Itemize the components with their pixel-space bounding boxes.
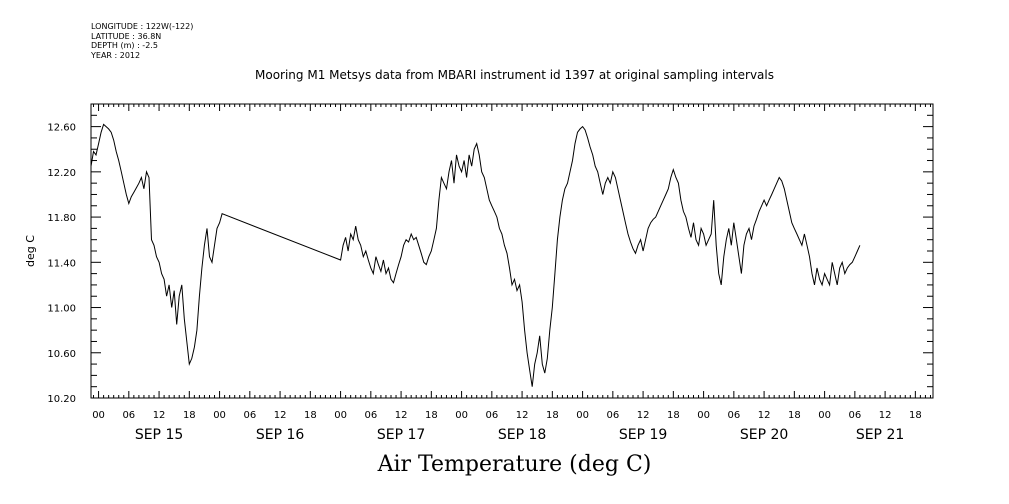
x-tick-label: 00 (818, 410, 831, 421)
x-day-label: SEP 18 (498, 427, 546, 443)
x-tick-label: 18 (788, 410, 801, 421)
x-tick-label: 12 (516, 410, 529, 421)
y-tick-label: 11.80 (47, 213, 76, 224)
x-tick-label: 06 (364, 410, 377, 421)
y-tick-label: 10.20 (47, 394, 76, 405)
plot-frame (90, 103, 934, 399)
x-tick-label: 06 (243, 410, 256, 421)
series-group (90, 123, 861, 387)
y-tick-label: 11.00 (47, 304, 76, 315)
x-tick-label: 12 (274, 410, 287, 421)
x-tick-label: 12 (758, 410, 771, 421)
x-day-label: SEP 21 (856, 427, 904, 443)
x-axis-label: Air Temperature (deg C) (377, 452, 652, 477)
chart-title: Mooring M1 Metsys data from MBARI instru… (255, 68, 774, 82)
x-tick-label: 06 (122, 410, 135, 421)
air-temperature-line (90, 123, 861, 387)
x-day-label: SEP 16 (256, 427, 305, 443)
x-tick-label: 00 (92, 410, 105, 421)
x-tick-label: 12 (879, 410, 892, 421)
x-day-label: SEP 19 (619, 427, 667, 443)
y-axis-label: deg C (24, 235, 37, 267)
x-tick-label: 00 (213, 410, 226, 421)
x-tick-label: 00 (576, 410, 589, 421)
x-tick-label: 00 (334, 410, 347, 421)
y-tick-label: 10.60 (47, 349, 76, 360)
x-day-label: SEP 15 (135, 427, 183, 443)
x-tick-label: 06 (848, 410, 861, 421)
y-tick-label: 11.40 (47, 258, 76, 269)
longitude-label: LONGITUDE : 122W(-122) (91, 22, 194, 31)
x-tick-label: 12 (153, 410, 166, 421)
x-tick-label: 18 (425, 410, 438, 421)
axis-ticks (91, 103, 933, 399)
x-tick-label: 06 (606, 410, 619, 421)
metadata-block: LONGITUDE : 122W(-122) LATITUDE : 36.8N … (91, 22, 193, 60)
depth-label: DEPTH (m) : -2.5 (91, 41, 158, 50)
x-tick-label: 18 (909, 410, 922, 421)
year-label: YEAR : 2012 (91, 50, 141, 60)
x-tick-label: 00 (697, 410, 710, 421)
x-tick-label: 18 (183, 410, 196, 421)
x-tick-label: 18 (667, 410, 680, 421)
x-tick-label: 06 (485, 410, 498, 421)
latitude-label: LATITUDE : 36.8N (91, 31, 162, 41)
x-tick-label: 18 (546, 410, 559, 421)
y-tick-label: 12.20 (47, 168, 76, 179)
x-tick-label: 12 (395, 410, 408, 421)
y-tick-label: 12.60 (47, 123, 76, 134)
axis-labels: 00 06 12 18 00 06 12 18 00 06 12 18 00 06 12 18 00 06 12 18… (47, 123, 921, 443)
x-day-label: SEP 17 (377, 427, 425, 443)
x-tick-label: 00 (455, 410, 468, 421)
x-tick-label: 06 (727, 410, 740, 421)
x-tick-label: 18 (304, 410, 317, 421)
x-day-label: SEP 20 (740, 427, 788, 443)
x-tick-label: 12 (637, 410, 650, 421)
